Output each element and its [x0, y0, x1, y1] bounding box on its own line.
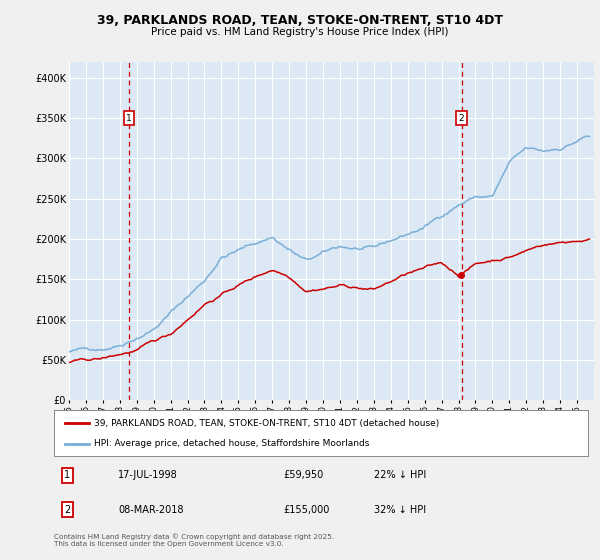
Text: 2: 2	[64, 505, 70, 515]
Text: Contains HM Land Registry data © Crown copyright and database right 2025.
This d: Contains HM Land Registry data © Crown c…	[54, 533, 334, 547]
Text: 2: 2	[459, 114, 464, 123]
Text: £155,000: £155,000	[284, 505, 330, 515]
Text: 08-MAR-2018: 08-MAR-2018	[118, 505, 184, 515]
Text: 32% ↓ HPI: 32% ↓ HPI	[374, 505, 427, 515]
Text: Price paid vs. HM Land Registry's House Price Index (HPI): Price paid vs. HM Land Registry's House …	[151, 27, 449, 37]
Text: 39, PARKLANDS ROAD, TEAN, STOKE-ON-TRENT, ST10 4DT (detached house): 39, PARKLANDS ROAD, TEAN, STOKE-ON-TRENT…	[94, 419, 439, 428]
Text: 1: 1	[126, 114, 132, 123]
Text: 1: 1	[64, 470, 70, 480]
Text: 17-JUL-1998: 17-JUL-1998	[118, 470, 178, 480]
Text: £59,950: £59,950	[284, 470, 324, 480]
Text: 39, PARKLANDS ROAD, TEAN, STOKE-ON-TRENT, ST10 4DT: 39, PARKLANDS ROAD, TEAN, STOKE-ON-TRENT…	[97, 14, 503, 27]
Text: 22% ↓ HPI: 22% ↓ HPI	[374, 470, 427, 480]
Text: HPI: Average price, detached house, Staffordshire Moorlands: HPI: Average price, detached house, Staf…	[94, 439, 370, 448]
